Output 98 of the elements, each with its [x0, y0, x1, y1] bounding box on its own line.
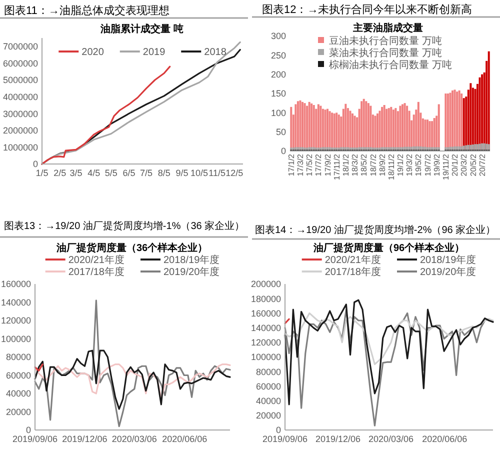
legend-label: 2017/18年度 — [68, 266, 124, 278]
y-tick-label: 3000000 — [2, 108, 38, 119]
x-tick-label: 17/1/2 — [286, 153, 296, 176]
x-tick-label: 20/3/2 — [460, 153, 469, 176]
y-tick-label: 40000 — [6, 388, 31, 399]
y-tick-label: 20000 — [6, 406, 31, 417]
y-tick-label: 100000 — [0, 334, 31, 344]
y-tick-label: 0 — [276, 425, 281, 436]
x-tick-label: 18/9/2 — [378, 153, 387, 176]
chart-title: 图表12：→未执行合同今年以来不断创新高 — [262, 3, 472, 16]
y-tick-label: 60000 — [6, 370, 31, 380]
legend-label: 2018/19年度 — [164, 254, 220, 266]
legend-label: 2018 — [204, 47, 227, 58]
legend-label: 2018/19年度 — [420, 254, 476, 266]
x-tick-label: 20/1/2 — [450, 153, 460, 176]
y-tick-label: 200000 — [250, 279, 281, 290]
x-tick-label: 4/5 — [88, 168, 100, 178]
y-tick-label: 0 — [26, 425, 31, 436]
y-tick-label: 0 — [280, 146, 286, 156]
x-tick-label: 7/5 — [140, 168, 152, 178]
x-tick-label: 2020/03/06 — [112, 434, 157, 444]
x-tick-label: 18/3/2 — [350, 153, 360, 176]
x-tick-label: 18/5/2 — [360, 153, 369, 176]
legend-label: 2019/20年度 — [420, 266, 476, 278]
x-tick-label: 11/5 — [208, 168, 226, 178]
chart-title: 图表11：→油脂总体成交表现理想 — [4, 4, 170, 17]
legend-label: 2019/20年度 — [164, 266, 220, 278]
chart-subtitle: 油脂累计成交量 吨 — [100, 23, 184, 35]
y-tick-label: 200 — [270, 70, 286, 80]
y-tick-label: 150 — [270, 88, 286, 99]
x-tick-label: 17/7/2 — [314, 153, 324, 176]
x-tick-label: 2019/12/06 — [315, 434, 361, 444]
y-tick-label: 1000000 — [2, 142, 38, 152]
x-tick-label: 12/5 — [226, 168, 244, 178]
chart-subtitle: 油厂提货周度量（36个样本企业） — [55, 242, 208, 254]
x-tick-label: 2020/06/06 — [162, 434, 208, 444]
x-tick-label: 17/5/2 — [305, 153, 314, 176]
x-tick-label: 19/3/2 — [405, 153, 414, 176]
y-tick-label: 5000000 — [2, 75, 38, 86]
legend-label: 2019 — [142, 47, 166, 58]
x-tick-label: 18/1/2 — [341, 153, 350, 176]
legend-label: 菜油未执行合同数量 万吨 — [329, 47, 442, 59]
x-tick-label: 3/5 — [70, 168, 82, 178]
x-tick-label: 2019/09/06 — [262, 434, 308, 444]
x-tick-label: 10/5 — [190, 168, 208, 178]
x-tick-label: 2/5 — [54, 168, 66, 178]
legend-label: 棕榈油未执行合同数量 万吨 — [329, 59, 452, 71]
y-tick-label: 250 — [270, 50, 286, 60]
y-tick-label: 6000000 — [2, 58, 38, 68]
x-tick-label: 1/5 — [36, 168, 48, 178]
y-tick-label: 140000 — [0, 297, 31, 308]
x-tick-label: 17/11/2 — [332, 153, 342, 180]
x-tick-label: 2019/12/06 — [62, 434, 108, 444]
chart-subtitle: 主要油脂成交量 — [352, 22, 423, 34]
x-tick-label: 18/11/2 — [386, 153, 396, 180]
x-tick-label: 2020/03/06 — [368, 434, 414, 444]
y-tick-label: 4000000 — [2, 92, 38, 102]
x-tick-label: 19/11/2 — [441, 153, 450, 180]
y-tick-label: 80000 — [6, 352, 31, 362]
x-tick-label: 17/3/2 — [296, 153, 306, 176]
y-tick-label: 120000 — [0, 316, 31, 326]
y-tick-label: 100000 — [250, 352, 281, 362]
y-tick-label: 20000 — [256, 410, 281, 421]
x-tick-label: 2020/06/06 — [422, 434, 468, 444]
legend-label: 2017/18年度 — [324, 266, 381, 278]
y-tick-label: 160000 — [0, 279, 31, 290]
y-tick-label: 160000 — [250, 308, 281, 318]
y-tick-label: 120000 — [250, 338, 281, 348]
y-tick-label: 80000 — [256, 366, 281, 377]
y-tick-label: 100 — [270, 108, 286, 118]
x-tick-label: 9/5 — [176, 168, 188, 178]
y-tick-label: 140000 — [250, 323, 281, 333]
y-tick-label: 300 — [270, 31, 286, 42]
chart-title: 图表14：→19/20 油厂提货周度均增-2%（96 家企业） — [255, 224, 496, 236]
y-tick-label: 0 — [32, 159, 38, 170]
y-tick-label: 180000 — [250, 294, 281, 304]
x-tick-label: 19/5/2 — [414, 153, 424, 176]
x-tick-label: 19/7/2 — [423, 153, 432, 176]
y-tick-label: 2000000 — [2, 126, 38, 136]
x-tick-label: 20/7/2 — [478, 153, 487, 176]
x-tick-label: 5/5 — [104, 168, 118, 178]
x-tick-label: 20/5/2 — [468, 153, 478, 176]
legend-label: 2020/21年度 — [324, 254, 381, 266]
x-tick-label: 19/9/2 — [432, 153, 442, 176]
legend-label: 2020 — [82, 47, 104, 58]
x-tick-label: 17/9/2 — [323, 153, 332, 176]
x-tick-label: 19/1/2 — [396, 153, 406, 176]
y-tick-label: 60000 — [256, 381, 281, 392]
chart-title: 图表13：→19/20 油厂提货周度均增-1%（36 家企业） — [4, 220, 245, 232]
x-tick-label: 6/5 — [122, 168, 136, 178]
y-tick-label: 7000000 — [2, 42, 38, 52]
legend-label: 2020/21年度 — [68, 254, 124, 266]
y-tick-label: 40000 — [256, 396, 281, 406]
x-tick-label: 8/5 — [158, 168, 170, 178]
y-tick-label: 50 — [276, 127, 286, 138]
chart-subtitle: 油厂提货周度量（96个样本企业） — [312, 242, 465, 254]
x-tick-label: 18/7/2 — [368, 153, 378, 176]
x-tick-label: 2019/09/06 — [12, 434, 58, 444]
